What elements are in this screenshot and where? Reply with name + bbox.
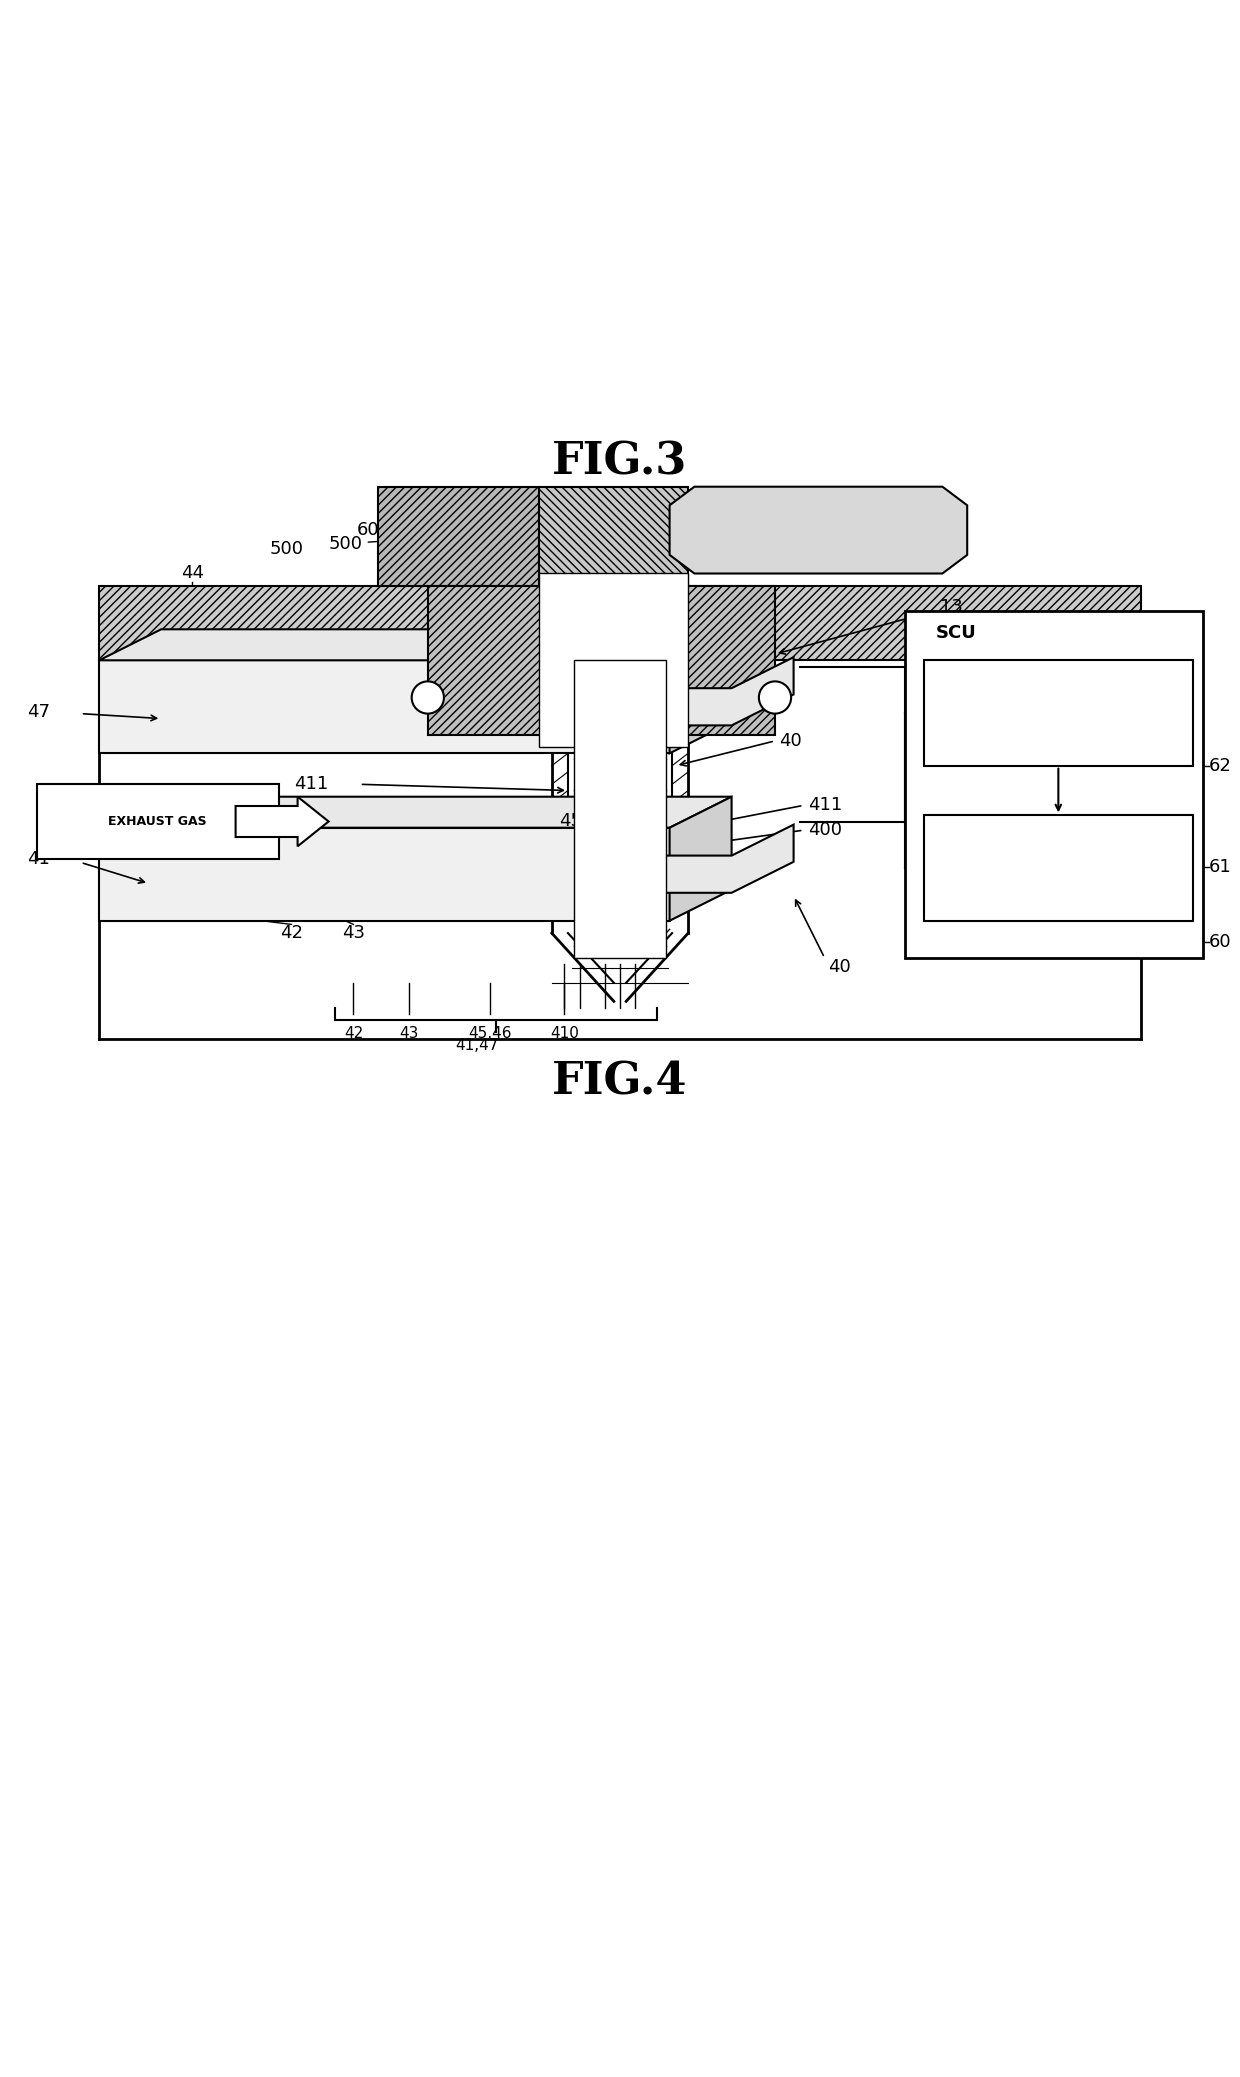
Text: 43: 43: [342, 924, 365, 943]
Circle shape: [759, 681, 791, 714]
Text: 411: 411: [294, 775, 329, 793]
Text: 45,46: 45,46: [467, 1026, 512, 1041]
Text: 40: 40: [828, 957, 851, 976]
Text: FIG.3: FIG.3: [552, 440, 688, 484]
Bar: [539, 573, 688, 748]
Text: 60: 60: [1209, 933, 1231, 951]
Text: 43: 43: [399, 1026, 419, 1041]
Bar: [924, 816, 1193, 920]
Text: CONTROL: CONTROL: [1021, 694, 1096, 708]
FancyBboxPatch shape: [37, 785, 279, 858]
Polygon shape: [645, 656, 794, 725]
Text: 400: 400: [808, 820, 842, 839]
Text: 500: 500: [329, 534, 450, 552]
Bar: [574, 660, 666, 957]
Text: 46: 46: [609, 611, 631, 629]
Text: 62: 62: [1209, 756, 1231, 775]
Polygon shape: [670, 798, 732, 920]
Bar: [905, 611, 1203, 957]
Text: 410: 410: [549, 1026, 579, 1041]
Text: 42: 42: [280, 924, 303, 943]
Text: 47: 47: [26, 704, 50, 721]
Text: 44: 44: [181, 565, 203, 582]
Bar: [924, 660, 1193, 766]
Text: 41,47: 41,47: [456, 1038, 498, 1053]
Text: HEATER: HEATER: [1028, 847, 1089, 864]
Text: 42: 42: [343, 1026, 363, 1041]
Polygon shape: [99, 829, 670, 920]
Text: 500: 500: [270, 540, 304, 559]
Polygon shape: [99, 660, 670, 754]
Text: EXHAUST GAS: EXHAUST GAS: [108, 814, 207, 829]
Text: 600: 600: [415, 515, 599, 534]
Text: 61: 61: [1209, 858, 1231, 876]
Text: 40: 40: [779, 731, 801, 750]
Text: FIG.4: FIG.4: [552, 1061, 688, 1103]
Text: 600: 600: [357, 521, 391, 540]
Text: 50: 50: [899, 528, 921, 546]
FancyArrow shape: [236, 798, 329, 845]
Polygon shape: [645, 825, 794, 893]
Text: 45a: 45a: [627, 939, 662, 957]
Text: 46a: 46a: [627, 731, 662, 750]
Polygon shape: [99, 798, 732, 829]
Text: CIRCUIT: CIRCUIT: [1028, 725, 1089, 739]
Text: 13: 13: [940, 598, 962, 617]
Bar: [378, 486, 539, 586]
Text: 45: 45: [559, 812, 582, 831]
Bar: [539, 486, 688, 586]
Polygon shape: [99, 629, 732, 660]
Polygon shape: [670, 486, 967, 573]
Circle shape: [412, 681, 444, 714]
Text: SWITCH: SWITCH: [1028, 879, 1089, 893]
Bar: [99, 586, 1141, 660]
Polygon shape: [670, 629, 732, 754]
Bar: [428, 586, 775, 735]
Text: 411: 411: [808, 795, 843, 814]
Text: SCU: SCU: [936, 623, 977, 642]
Text: 41: 41: [27, 849, 50, 868]
